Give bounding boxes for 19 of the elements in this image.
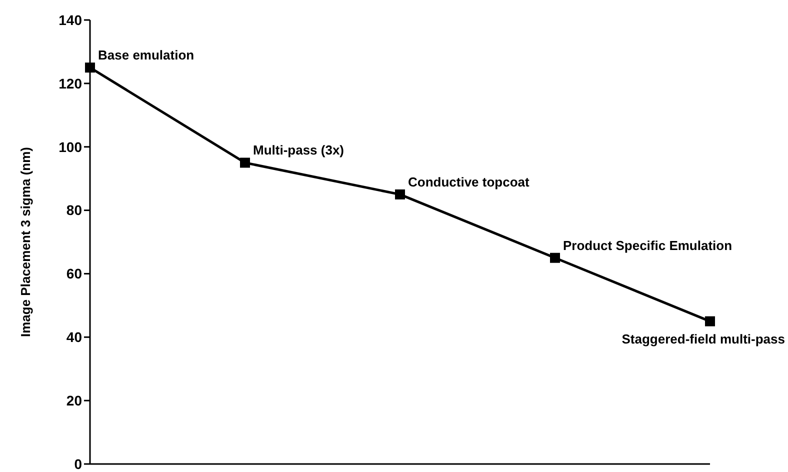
point	[705, 316, 715, 326]
annotation: Staggered-field multi-pass	[622, 331, 785, 346]
annotation: Product Specific Emulation	[563, 238, 732, 253]
annotation: Conductive topcoat	[408, 174, 530, 190]
y-tick-label: 120	[58, 75, 82, 92]
y-tick-label: 80	[66, 202, 82, 218]
point	[85, 62, 95, 73]
point	[395, 189, 405, 200]
y-tick-label: 100	[58, 138, 82, 155]
y-tick-label: 60	[66, 266, 82, 282]
point	[550, 252, 560, 263]
y-tick-label: 40	[66, 329, 82, 346]
annotation: Base emulation	[98, 48, 194, 63]
y-axis-title: Image Placement 3 sigma (nm)	[18, 146, 33, 338]
annotation: Multi-pass (3x)	[253, 142, 344, 158]
y-tick-label: 20	[66, 392, 82, 408]
point	[240, 158, 250, 168]
y-tick-label: 140	[58, 12, 82, 28]
y-tick-label: 0	[74, 456, 82, 472]
